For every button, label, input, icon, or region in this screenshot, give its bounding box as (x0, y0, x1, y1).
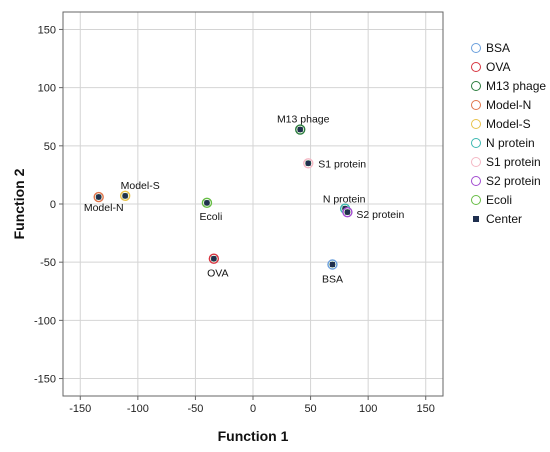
point-label-model-n: Model-N (84, 202, 124, 214)
centroid-s2-protein (344, 209, 350, 215)
point-label-bsa: BSA (322, 274, 343, 286)
legend-item-s1-protein: S1 protein (468, 152, 550, 171)
y-tick-label: -50 (40, 257, 56, 269)
legend-item-ecoli: Ecoli (468, 190, 550, 209)
legend-label: BSA (486, 40, 511, 55)
point-label-n-protein: N protein (323, 194, 366, 206)
legend-marker-icon (468, 137, 484, 148)
legend-square-icon (468, 215, 484, 222)
legend-marker-icon (468, 42, 484, 53)
legend-marker-icon (468, 175, 484, 186)
legend-label: S2 protein (486, 173, 541, 188)
legend-marker-icon (468, 194, 484, 205)
legend-marker-icon (468, 156, 484, 167)
legend-label: Model-S (486, 116, 531, 131)
centroid-model-n (96, 194, 102, 200)
legend-marker-icon (468, 118, 484, 129)
data-points (93, 124, 353, 270)
point-label-s1-protein: S1 protein (318, 158, 366, 170)
legend: BSA OVA M13 phage Model-N Model-S N protein S1… (468, 38, 550, 228)
point-label-ova: OVA (207, 268, 228, 280)
centroid-bsa (329, 262, 335, 268)
legend-item-n-protein: N protein (468, 133, 550, 152)
legend-label: Center (486, 211, 523, 226)
y-tick-label: -100 (34, 315, 56, 327)
legend-item-ova: OVA (468, 57, 550, 76)
legend-item-s2-protein: S2 protein (468, 171, 550, 190)
x-axis-label: Function 1 (218, 428, 289, 444)
legend-marker-icon (468, 99, 484, 110)
legend-item-model-n: Model-N (468, 95, 550, 114)
legend-marker-icon (468, 61, 484, 72)
grid-lines (63, 12, 443, 396)
x-tick-label: -150 (69, 403, 91, 415)
centroid-m13-phage (297, 127, 303, 133)
legend-label: M13 phage (486, 78, 547, 93)
legend-label: OVA (486, 59, 511, 74)
legend-marker-icon (468, 80, 484, 91)
point-label-model-s: Model-S (121, 180, 160, 192)
y-tick-label: 0 (50, 199, 56, 211)
centroid-ova (211, 256, 217, 262)
x-tick-label: 150 (417, 403, 435, 415)
y-tick-label: 100 (38, 83, 56, 95)
centroid-ecoli (204, 200, 210, 206)
centroid-model-s (122, 193, 128, 199)
legend-item-bsa: BSA (468, 38, 550, 57)
x-tick-label: 50 (304, 403, 316, 415)
y-tick-label: 150 (38, 24, 56, 36)
point-labels: BSA OVA M13 phage Model-N Model-S N protein S1… (84, 114, 405, 286)
y-tick-label: -150 (34, 374, 56, 386)
legend-label: S1 protein (486, 154, 541, 169)
legend-label: Ecoli (486, 192, 513, 207)
point-label-s2-protein: S2 protein (356, 209, 404, 221)
legend-label: Model-N (486, 97, 532, 112)
legend-label: N protein (486, 135, 535, 150)
legend-item-center: Center (468, 209, 550, 228)
y-axis-label: Function 2 (11, 168, 27, 239)
point-label-m13-phage: M13 phage (277, 114, 330, 126)
legend-item-model-s: Model-S (468, 114, 550, 133)
x-tick-label: 0 (250, 403, 256, 415)
x-tick-label: -50 (187, 403, 203, 415)
x-tick-label: -100 (127, 403, 149, 415)
y-tick-label: 50 (44, 141, 56, 153)
x-tick-label: 100 (359, 403, 377, 415)
legend-item-m13-phage: M13 phage (468, 76, 550, 95)
point-label-ecoli: Ecoli (200, 211, 223, 223)
centroid-s1-protein (305, 160, 311, 166)
axis-ticks: -150 -100 -50 0 50 100 150 -150 -100 -50 0 50 100 150 (34, 24, 435, 415)
